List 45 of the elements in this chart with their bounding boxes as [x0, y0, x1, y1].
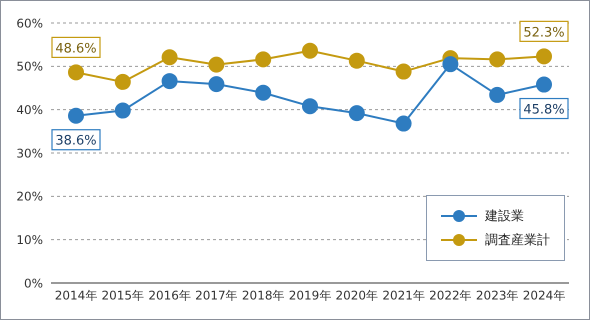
- point: [68, 108, 84, 124]
- data-label: 38.6%: [55, 134, 97, 149]
- data-label: 45.8%: [523, 102, 565, 118]
- point: [114, 102, 131, 119]
- y-tick-label: 50%: [16, 60, 43, 74]
- x-tick-label: 2020年: [336, 288, 378, 303]
- point: [536, 76, 552, 93]
- point: [208, 56, 224, 73]
- y-tick-label: 0%: [24, 276, 43, 290]
- point: [302, 42, 318, 59]
- point: [302, 98, 318, 114]
- x-tick-label: 2022年: [429, 288, 472, 303]
- data-label: 48.6%: [55, 41, 97, 56]
- x-tick-label: 2018年: [242, 288, 284, 303]
- point: [396, 64, 412, 80]
- y-tick-label: 30%: [16, 146, 43, 160]
- point: [255, 51, 272, 68]
- point: [442, 56, 458, 72]
- x-tick-label: 2017年: [195, 288, 238, 303]
- x-tick-label: 2016年: [148, 288, 191, 303]
- point: [208, 76, 224, 92]
- x-tick-label: 2021年: [382, 288, 425, 303]
- x-tick-label: 2024年: [522, 288, 566, 303]
- y-tick-label: 60%: [16, 16, 43, 30]
- point: [536, 48, 552, 64]
- point: [68, 64, 84, 80]
- point: [114, 74, 131, 90]
- y-tick-label: 20%: [16, 190, 43, 204]
- x-tick-label: 2015年: [102, 288, 144, 303]
- point: [162, 73, 178, 90]
- point: [348, 52, 365, 69]
- y-tick-label: 10%: [16, 232, 43, 247]
- point: [489, 51, 506, 68]
- legend-label: 建設業: [485, 208, 524, 225]
- y-tick-label: 40%: [16, 102, 43, 117]
- point: [396, 116, 412, 132]
- point: [255, 84, 272, 101]
- data-label: 52.3%: [523, 25, 565, 40]
- legend-label: 調査産業計: [485, 232, 550, 249]
- x-tick-label: 2023年: [476, 288, 518, 303]
- point: [162, 49, 178, 66]
- x-tick-label: 2019年: [288, 288, 332, 303]
- x-tick-label: 2014年: [54, 288, 98, 303]
- point: [348, 105, 365, 122]
- point: [489, 86, 506, 103]
